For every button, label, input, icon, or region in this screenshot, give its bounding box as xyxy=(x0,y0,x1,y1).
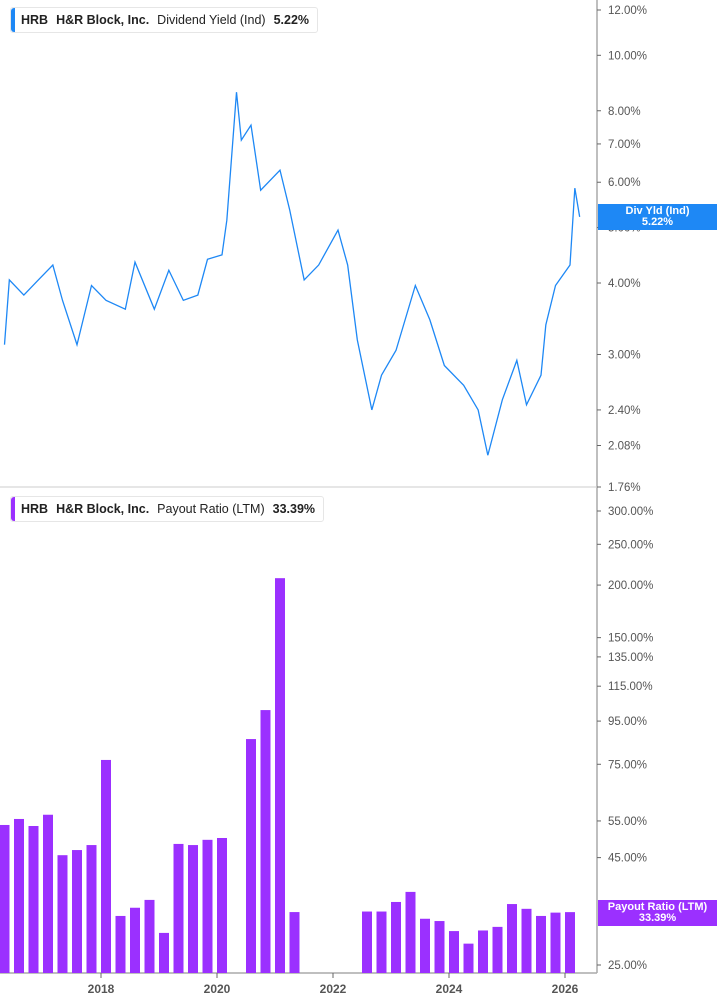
badge-label: Payout Ratio (LTM) xyxy=(607,901,708,913)
x-tick-label: 2022 xyxy=(320,982,347,996)
yield-y-tick-label: 7.00% xyxy=(608,139,641,151)
yield-y-tick-label: 8.00% xyxy=(608,106,641,118)
payout-y-tick-label: 150.00% xyxy=(608,633,653,645)
payout-bar xyxy=(86,845,97,973)
payout-bar xyxy=(449,931,459,973)
payout-bar xyxy=(362,911,372,973)
payout-y-tick-label: 300.00% xyxy=(608,506,653,518)
payout-y-tick-label: 200.00% xyxy=(608,580,653,592)
payout-bar xyxy=(101,759,111,973)
yield-legend: HRB H&R Block, Inc. Dividend Yield (Ind)… xyxy=(10,7,319,33)
payout-y-tick-label: 95.00% xyxy=(608,716,647,728)
badge-value: 5.22% xyxy=(641,216,674,228)
yield-line xyxy=(3,92,581,456)
payout-bar xyxy=(72,850,82,973)
payout-bar xyxy=(478,930,488,973)
payout-price-badge: Payout Ratio (LTM) 33.39% xyxy=(598,900,717,926)
payout-bar xyxy=(434,921,445,973)
payout-bar xyxy=(463,943,474,973)
payout-bar xyxy=(130,907,140,973)
payout-legend: HRB H&R Block, Inc. Payout Ratio (LTM) 3… xyxy=(10,496,325,522)
payout-bar xyxy=(188,845,198,973)
payout-y-tick-label: 55.00% xyxy=(608,816,647,828)
payout-bar xyxy=(144,899,155,973)
yield-y-tick-label: 1.76% xyxy=(608,482,641,494)
payout-bar xyxy=(115,915,126,973)
payout-bar xyxy=(492,926,503,973)
legend-value: 5.22% xyxy=(273,13,310,27)
payout-bar xyxy=(217,837,227,973)
payout-y-tick-label: 75.00% xyxy=(608,759,647,771)
payout-bar xyxy=(420,918,430,973)
x-tick-label: 2020 xyxy=(204,982,231,996)
payout-bar xyxy=(159,932,169,973)
x-tick-label: 2026 xyxy=(552,982,579,996)
legend-value: 33.39% xyxy=(272,502,316,516)
legend-ticker: HRB xyxy=(21,13,49,27)
payout-y-tick-label: 250.00% xyxy=(608,539,653,551)
payout-y-tick-label: 115.00% xyxy=(608,681,653,693)
x-tick-label: 2024 xyxy=(436,982,463,996)
payout-bar xyxy=(28,825,39,973)
yield-price-badge: Div Yld (Ind) 5.22% xyxy=(598,204,717,230)
payout-bar xyxy=(550,912,561,973)
legend-company: H&R Block, Inc. xyxy=(56,13,150,27)
badge-label: Div Yld (Ind) xyxy=(625,205,690,217)
payout-bar xyxy=(260,710,271,973)
legend-ticker: HRB xyxy=(21,502,49,516)
payout-y-tick-label: 45.00% xyxy=(608,853,647,865)
payout-bar xyxy=(0,824,10,973)
payout-bar xyxy=(507,904,517,973)
payout-bar xyxy=(565,912,575,973)
yield-y-tick-label: 3.00% xyxy=(608,349,641,361)
yield-y-tick-label: 12.00% xyxy=(608,5,647,17)
legend-metric: Dividend Yield (Ind) xyxy=(157,13,266,27)
payout-bar xyxy=(173,843,184,973)
yield-y-tick-label: 2.08% xyxy=(608,440,641,452)
payout-y-tick-label: 135.00% xyxy=(608,652,653,664)
payout-bar xyxy=(43,814,53,973)
payout-bar xyxy=(521,908,532,973)
payout-y-tick-label: 25.00% xyxy=(608,960,647,972)
payout-bar xyxy=(275,578,285,973)
payout-legend-swatch xyxy=(11,497,15,521)
legend-company: H&R Block, Inc. xyxy=(56,502,150,516)
payout-bar xyxy=(405,891,416,973)
payout-bar xyxy=(14,818,24,973)
yield-y-tick-label: 2.40% xyxy=(608,405,641,417)
payout-bar xyxy=(57,855,68,973)
payout-bar xyxy=(536,915,546,973)
badge-value: 33.39% xyxy=(638,912,677,924)
yield-y-tick-label: 10.00% xyxy=(608,50,647,62)
payout-bar xyxy=(202,839,213,973)
payout-bar xyxy=(391,901,401,973)
x-tick-label: 2018 xyxy=(88,982,115,996)
payout-bar xyxy=(246,739,256,973)
yield-legend-swatch xyxy=(11,8,15,32)
payout-bar xyxy=(289,912,300,973)
legend-metric: Payout Ratio (LTM) xyxy=(157,502,265,516)
yield-y-tick-label: 6.00% xyxy=(608,177,641,189)
payout-bar xyxy=(376,911,387,973)
yield-y-tick-label: 4.00% xyxy=(608,278,641,290)
